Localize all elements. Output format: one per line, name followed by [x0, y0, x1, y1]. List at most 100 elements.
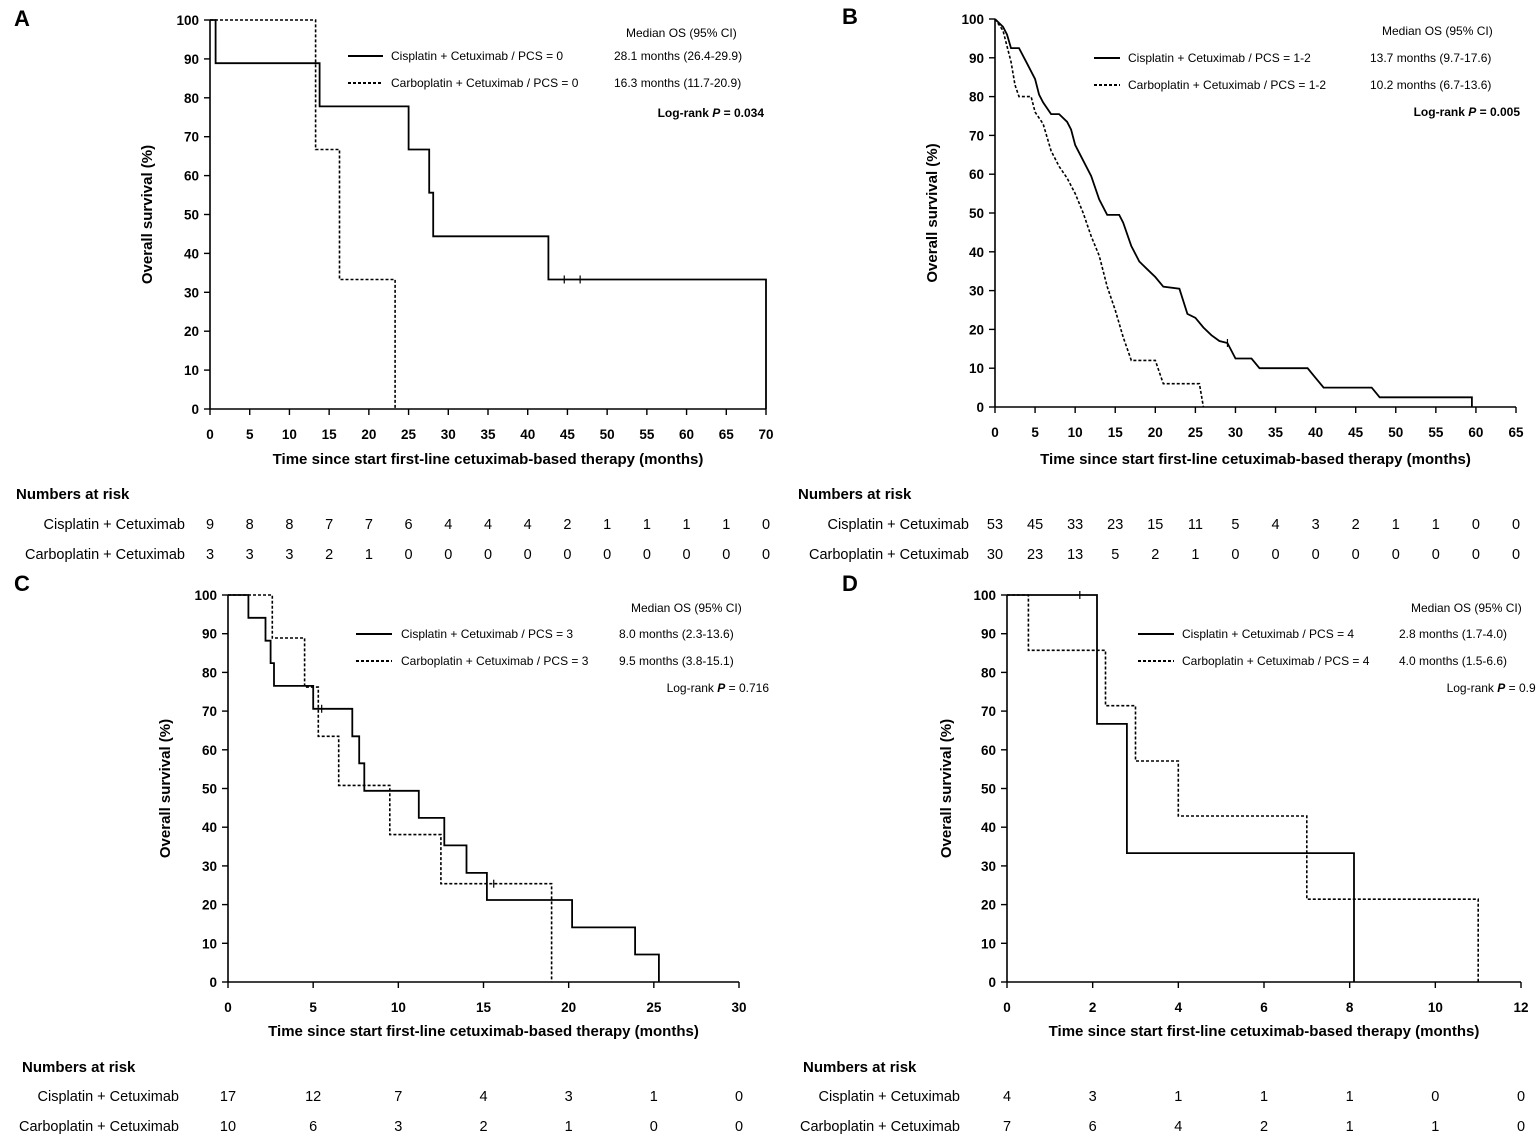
panel-b-x-tick-label: 30 [1228, 425, 1243, 440]
panel-c-log-rank-pvalue: Log-rank P = 0.716 [667, 681, 770, 695]
panel-a-series-carboplatin-line [210, 19, 396, 409]
panel-a-risk-value-cisplatin-cetuximab: 8 [285, 517, 293, 533]
panel-a-risk-value-cisplatin-cetuximab: 1 [683, 517, 691, 533]
panel-c-y-tick-label: 80 [202, 665, 217, 680]
panel-a-x-tick-label: 0 [206, 427, 214, 442]
panel-a-y-tick-label: 60 [184, 169, 199, 184]
panel-a-y-tick-label: 70 [184, 130, 199, 145]
panel-c-x-tick-label: 0 [224, 1000, 232, 1015]
panel-a-x-tick-label: 70 [758, 427, 773, 442]
panel-a-risk-value-carboplatin-cetuximab: 0 [603, 547, 611, 563]
panel-a-risk-value-cisplatin-cetuximab: 8 [246, 517, 254, 533]
panel-d-risk-value-carboplatin-cetuximab: 6 [1089, 1119, 1097, 1135]
panel-b-risk-value-cisplatin-cetuximab: 0 [1512, 517, 1520, 533]
panel-c-risk-value-cisplatin-cetuximab: 17 [220, 1089, 236, 1105]
panel-b-risk-row-label: Cisplatin + Cetuximab [828, 517, 969, 533]
panel-d-risk-value-carboplatin-cetuximab: 0 [1517, 1119, 1525, 1135]
panel-b-risk-value-carboplatin-cetuximab: 13 [1067, 547, 1083, 563]
panel-d-risk-row-label: Carboplatin + Cetuximab [800, 1119, 960, 1135]
panel-a-risk-value-cisplatin-cetuximab: 2 [563, 517, 571, 533]
panel-a-series-cisplatin-line [210, 19, 767, 409]
panel-d-log-rank-pvalue: Log-rank P = 0.954 [1447, 681, 1536, 695]
panel-b-y-tick-label: 70 [969, 128, 984, 143]
panel-a-y-tick-label: 90 [184, 52, 199, 67]
panel-d-risk-value-cisplatin-cetuximab: 4 [1003, 1089, 1011, 1105]
panel-d-x-tick-label: 8 [1346, 1000, 1354, 1015]
panel-d-risk-value-cisplatin-cetuximab: 1 [1174, 1089, 1182, 1105]
panel-d-x-axis-label: Time since start first-line cetuximab-ba… [1049, 1023, 1480, 1040]
panel-a-x-tick-label: 30 [441, 427, 456, 442]
panel-b-y-tick-label: 20 [969, 322, 984, 337]
panel-a-risk-value-carboplatin-cetuximab: 0 [643, 547, 651, 563]
panel-a-risk-value-carboplatin-cetuximab: 0 [524, 547, 532, 563]
panel-a-risk-value-cisplatin-cetuximab: 9 [206, 517, 214, 533]
panel-a-x-tick-label: 15 [322, 427, 338, 442]
panel-a-risk-value-carboplatin-cetuximab: 0 [683, 547, 691, 563]
panel-c-y-tick-label: 10 [202, 936, 217, 951]
panel-d-x-tick-label: 6 [1260, 1000, 1268, 1015]
panel-c-legend-median: 8.0 months (2.3-13.6) [619, 627, 734, 641]
panel-a-risk-value-carboplatin-cetuximab: 0 [762, 547, 770, 563]
panel-b-risk-value-carboplatin-cetuximab: 30 [987, 547, 1003, 563]
panel-b-risk-value-cisplatin-cetuximab: 3 [1312, 517, 1320, 533]
panel-b-x-tick-label: 45 [1348, 425, 1364, 440]
panel-d-y-tick-label: 90 [981, 627, 996, 642]
panel-b-risk-value-carboplatin-cetuximab: 0 [1352, 547, 1360, 563]
panel-c-x-tick-label: 5 [309, 1000, 317, 1015]
panel-b-x-tick-label: 20 [1148, 425, 1163, 440]
panel-c-y-tick-label: 30 [202, 859, 217, 874]
panel-c-x-tick-label: 25 [646, 1000, 662, 1015]
panel-a-x-tick-label: 60 [679, 427, 694, 442]
panel-c-risk-value-carboplatin-cetuximab: 0 [735, 1119, 743, 1135]
panel-b-legend-median: 10.2 months (6.7-13.6) [1370, 78, 1491, 92]
panel-c-risk-value-cisplatin-cetuximab: 4 [479, 1089, 487, 1105]
panel-a-y-tick-label: 20 [184, 324, 199, 339]
panel-d-risk-value-carboplatin-cetuximab: 1 [1431, 1119, 1439, 1135]
panel-a-legend-header: Median OS (95% CI) [626, 26, 737, 40]
panel-a-legend-label: Cisplatin + Cetuximab / PCS = 0 [391, 49, 563, 63]
panel-b-risk-value-cisplatin-cetuximab: 2 [1352, 517, 1360, 533]
panel-c-risk-value-cisplatin-cetuximab: 3 [565, 1089, 573, 1105]
panel-a-legend-median: 16.3 months (11.7-20.9) [614, 76, 741, 90]
panel-c-x-axis-label: Time since start first-line cetuximab-ba… [268, 1023, 699, 1040]
panel-b-risk-value-cisplatin-cetuximab: 15 [1147, 517, 1163, 533]
panel-a-risk-value-carboplatin-cetuximab: 3 [246, 547, 254, 563]
panel-b-x-tick-label: 65 [1508, 425, 1524, 440]
panel-c-y-tick-label: 50 [202, 782, 217, 797]
panel-c-y-tick-label: 20 [202, 898, 217, 913]
panel-d-x-tick-label: 4 [1175, 1000, 1183, 1015]
panel-c-letter: C [14, 571, 30, 596]
panel-a-risk-value-cisplatin-cetuximab: 0 [762, 517, 770, 533]
panel-a-risk-value-carboplatin-cetuximab: 1 [365, 547, 373, 563]
panel-a-risk-value-carboplatin-cetuximab: 3 [206, 547, 214, 563]
panel-b-x-tick-label: 10 [1068, 425, 1083, 440]
panel-b-x-tick-label: 50 [1388, 425, 1403, 440]
panel-b-risk-value-cisplatin-cetuximab: 5 [1231, 517, 1239, 533]
panel-c-x-tick-label: 15 [476, 1000, 492, 1015]
panel-a-x-tick-label: 5 [246, 427, 254, 442]
panel-a-risk-value-carboplatin-cetuximab: 3 [285, 547, 293, 563]
panel-d-y-tick-label: 100 [973, 588, 996, 603]
panel-a-y-tick-label: 100 [176, 13, 199, 28]
panel-b-x-tick-label: 5 [1031, 425, 1039, 440]
panel-a-y-tick-label: 10 [184, 363, 199, 378]
panel-a-risk-value-cisplatin-cetuximab: 4 [524, 517, 532, 533]
panel-c-legend-label: Carboplatin + Cetuximab / PCS = 3 [401, 654, 589, 668]
panel-d-y-tick-label: 10 [981, 936, 996, 951]
panel-b-y-axis-label: Overall survival (%) [924, 143, 941, 282]
panel-c-risk-row-label: Carboplatin + Cetuximab [19, 1119, 179, 1135]
panel-c-x-tick-label: 10 [391, 1000, 406, 1015]
panel-a-risk-value-cisplatin-cetuximab: 4 [444, 517, 452, 533]
panel-d-y-axis-label: Overall survival (%) [938, 719, 955, 858]
panel-b-risk-value-carboplatin-cetuximab: 0 [1512, 547, 1520, 563]
panel-c-x-tick-label: 30 [731, 1000, 746, 1015]
panel-b-legend-median: 13.7 months (9.7-17.6) [1370, 51, 1491, 65]
panel-c-risk-value-carboplatin-cetuximab: 10 [220, 1119, 236, 1135]
panel-d-risk-value-carboplatin-cetuximab: 4 [1174, 1119, 1182, 1135]
panel-b-risk-value-cisplatin-cetuximab: 1 [1392, 517, 1400, 533]
panel-d-risk-value-cisplatin-cetuximab: 1 [1346, 1089, 1354, 1105]
